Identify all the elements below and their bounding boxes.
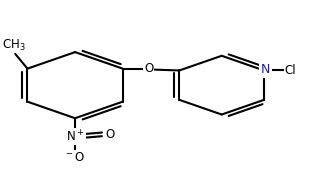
Text: O: O <box>144 62 153 75</box>
Text: $^-$O: $^-$O <box>64 151 86 164</box>
Text: N: N <box>261 63 270 76</box>
Text: CH$_3$: CH$_3$ <box>2 38 25 53</box>
Text: Cl: Cl <box>285 64 296 77</box>
Text: O: O <box>105 128 114 141</box>
Text: N$^+$: N$^+$ <box>66 129 84 144</box>
